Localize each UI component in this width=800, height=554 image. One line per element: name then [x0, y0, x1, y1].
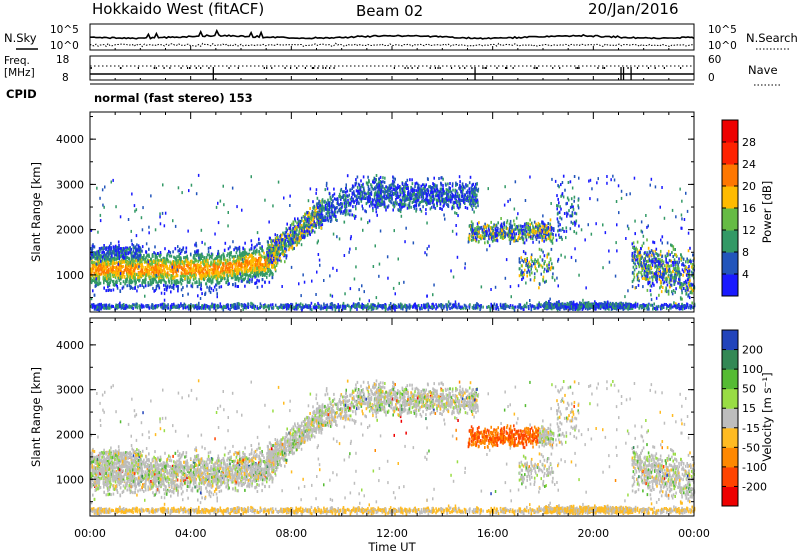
freq-spikes: [90, 67, 682, 80]
colorbar-tick: 15: [742, 402, 756, 415]
x-tick-label: 00:00: [678, 527, 710, 540]
colorbar-segment: [722, 388, 738, 409]
velocity-ylabel: Slant Range [km]: [29, 367, 43, 467]
power-axes: 1000 2000 3000 4000: [56, 112, 695, 312]
nsky-tick-top: 10^5: [50, 24, 79, 36]
y-tick-label: 1000: [56, 473, 84, 486]
colorbar-tick: 20: [742, 180, 756, 193]
y-tick-label: 1000: [56, 269, 84, 282]
station-title: Hokkaido West (fitACF): [92, 0, 264, 18]
colorbar-segment: [722, 230, 738, 253]
colorbar-segment: [722, 486, 738, 507]
freq-tick-top: 18: [56, 54, 69, 66]
colorbar-tick: 100: [742, 363, 763, 376]
y-tick-label: 3000: [56, 384, 84, 397]
nave-tick-bottom: 0: [708, 72, 715, 84]
colorbar-segment: [722, 369, 738, 390]
colorbar-tick: 24: [742, 158, 756, 171]
power-colorbar-label: Power [dB]: [760, 181, 774, 244]
velocity-axes: 1000 2000 3000 4000: [56, 318, 695, 516]
nsky-label: N.Sky: [4, 31, 37, 45]
colorbar-tick: 28: [742, 136, 756, 149]
x-tick-label: 20:00: [577, 527, 609, 540]
power-ylabel: Slant Range [km]: [29, 162, 43, 262]
colorbar-segment: [722, 120, 738, 143]
colorbar-segment: [722, 186, 738, 209]
y-tick-label: 2000: [56, 428, 84, 441]
colorbar-tick: -15: [742, 422, 760, 435]
colorbar-segment: [722, 427, 738, 448]
nsky-tick-bottom: 10^0: [50, 40, 79, 52]
colorbar-tick: -100: [742, 461, 767, 474]
freq-tick-bottom: 8: [62, 72, 69, 84]
colorbar-tick: 50: [742, 383, 756, 396]
y-tick-label: 4000: [56, 339, 84, 352]
velocity-colorbar-label: Velocity [m s⁻¹]: [760, 372, 774, 461]
freq-label-1: Freq.: [4, 55, 30, 67]
colorbar-tick: 200: [742, 344, 763, 357]
y-tick-label: 2000: [56, 224, 84, 237]
time-axis-label: Time UT: [367, 540, 416, 554]
colorbar-segment: [722, 408, 738, 429]
power-scatter: [90, 173, 696, 312]
noise-lines: [89, 28, 695, 48]
colorbar-tick: -50: [742, 441, 760, 454]
date-label: 20/Jan/2016: [588, 0, 679, 18]
x-tick-label: 16:00: [477, 527, 509, 540]
time-axis: 00:00 04:00 08:00 12:00 16:00 20:00 00:00: [74, 46, 710, 540]
nave-tick-top: 60: [708, 54, 721, 66]
nsearch-label: N.Search: [746, 31, 798, 45]
colorbar-segment: [722, 447, 738, 468]
cpid-value: normal (fast stereo) 153: [94, 91, 253, 105]
power-colorbar: 4 8 12 16 20 24 28: [721, 119, 756, 297]
colorbar-segment: [722, 252, 738, 275]
y-tick-label: 4000: [56, 133, 84, 146]
x-tick-label: 08:00: [275, 527, 307, 540]
colorbar-tick: 8: [742, 246, 749, 259]
colorbar-segment: [722, 164, 738, 187]
velocity-colorbar: 200 100 50 15 -15 -50 -100 -200: [721, 329, 767, 507]
cpid-label: CPID: [6, 87, 37, 101]
colorbar-tick: 12: [742, 224, 756, 237]
x-tick-label: 04:00: [175, 527, 207, 540]
beam-label: Beam 02: [356, 2, 423, 20]
colorbar-tick: -200: [742, 480, 767, 493]
colorbar-tick: 4: [742, 268, 749, 281]
colorbar-segment: [722, 330, 738, 351]
colorbar-tick: 16: [742, 202, 756, 215]
colorbar-segment: [722, 274, 738, 297]
velocity-scatter: [90, 379, 696, 516]
x-tick-label: 12:00: [376, 527, 408, 540]
nave-label: Nave: [748, 63, 778, 77]
colorbar-segment: [722, 349, 738, 370]
colorbar-segment: [722, 466, 738, 487]
nsearch-tick-top: 10^5: [708, 24, 737, 36]
freq-label-2: [MHz]: [4, 67, 35, 79]
colorbar-segment: [722, 142, 738, 165]
colorbar-segment: [722, 208, 738, 231]
x-tick-label: 00:00: [74, 527, 106, 540]
y-tick-label: 3000: [56, 178, 84, 191]
nsearch-tick-bottom: 10^0: [708, 40, 737, 52]
